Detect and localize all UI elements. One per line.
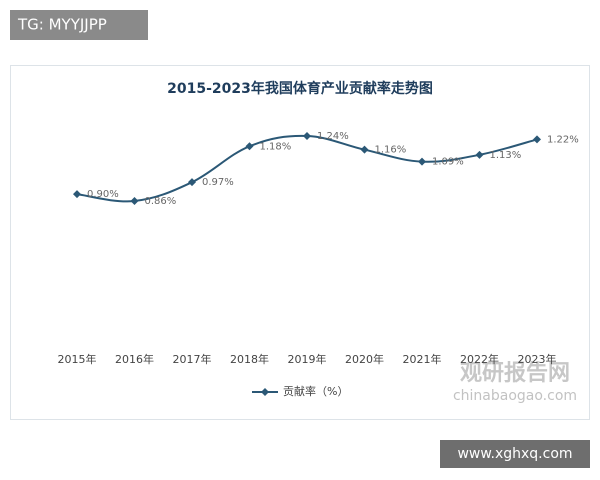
x-tick-label: 2020年 (345, 352, 384, 366)
x-tick-label: 2023年 (518, 352, 557, 366)
marker (130, 197, 139, 205)
data-label: 1.18% (260, 141, 292, 152)
x-tick-label: 2021年 (403, 352, 442, 366)
marker (73, 190, 81, 199)
data-label: 0.86% (145, 196, 177, 207)
chart-card (10, 65, 590, 420)
x-tick-label: 2019年 (288, 352, 327, 366)
marker (245, 142, 254, 151)
legend-label: 贡献率（%） (283, 384, 348, 398)
watermark-name: 观研报告网 (460, 361, 570, 386)
site-box (440, 440, 590, 468)
marker (360, 145, 369, 154)
legend-marker (261, 388, 269, 396)
data-label: 1.09% (432, 157, 464, 168)
x-tick-label: 2015年 (58, 352, 97, 366)
tag-box (10, 10, 148, 40)
marker (303, 132, 311, 140)
marker (188, 178, 196, 187)
data-label: 1.22% (547, 134, 579, 145)
marker (533, 135, 541, 144)
x-tick-label: 2016年 (115, 352, 154, 366)
x-tick-label: 2017年 (173, 352, 212, 366)
data-label: 0.97% (202, 177, 234, 188)
watermark-url: chinabaogao.com (453, 388, 577, 404)
marker (475, 150, 484, 159)
x-tick-label: 2022年 (460, 352, 499, 366)
marker (418, 157, 426, 166)
x-tick-label: 2018年 (230, 352, 269, 366)
data-label: 1.16% (375, 145, 407, 156)
tag-text: TG: MYYJJPP (17, 16, 107, 34)
data-label: 0.90% (87, 189, 119, 200)
chart-title: 2015-2023年我国体育产业贡献率走势图 (167, 80, 433, 97)
data-label: 1.13% (490, 150, 522, 161)
data-label: 1.24% (317, 131, 349, 142)
site-text: www.xghxq.com (457, 446, 572, 462)
